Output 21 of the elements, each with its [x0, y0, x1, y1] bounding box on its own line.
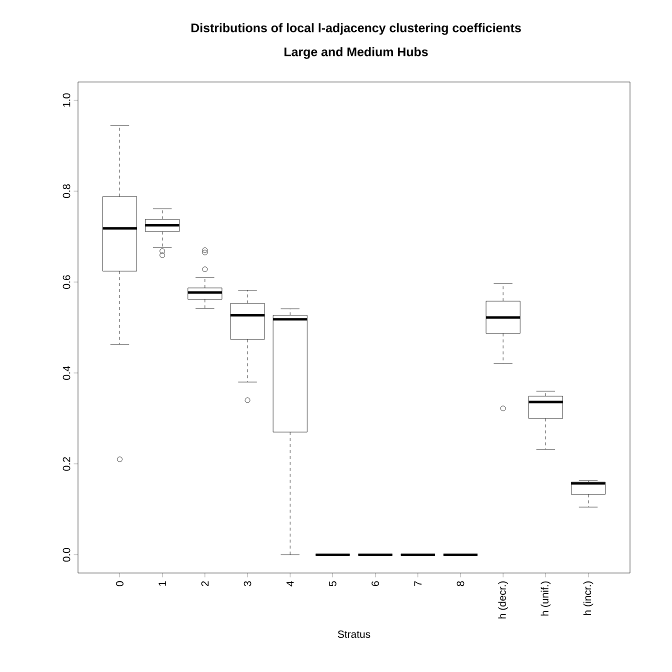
- x-tick-label: 1: [158, 581, 166, 586]
- chart-title: Distributions of local l-adjacency clustering coefficients: [191, 23, 521, 35]
- x-tick-label: 7: [414, 581, 422, 586]
- x-tick-label: 4: [286, 581, 294, 586]
- x-tick-label: h (unif.): [540, 581, 551, 616]
- y-tick-label: 0.0: [62, 548, 70, 562]
- y-tick-label: 1.0: [62, 93, 70, 107]
- y-tick-label: 0.8: [62, 184, 70, 198]
- x-tick-label: 2: [201, 581, 209, 586]
- x-tick-label: 8: [456, 581, 464, 586]
- x-tick-label: 6: [372, 581, 380, 586]
- y-tick-label: 0.2: [62, 457, 70, 471]
- y-tick-label: 0.4: [62, 366, 70, 380]
- x-axis-title: Stratus: [338, 630, 370, 638]
- chart-subtitle: Large and Medium Hubs: [284, 47, 428, 59]
- x-tick-label: h (decr.): [498, 581, 508, 618]
- x-tick-label: h (incr.): [583, 581, 594, 615]
- x-tick-label: 3: [244, 581, 252, 586]
- y-tick-label: 0.6: [62, 275, 70, 289]
- x-tick-label: 0: [116, 581, 124, 586]
- x-tick-label: 5: [329, 581, 336, 586]
